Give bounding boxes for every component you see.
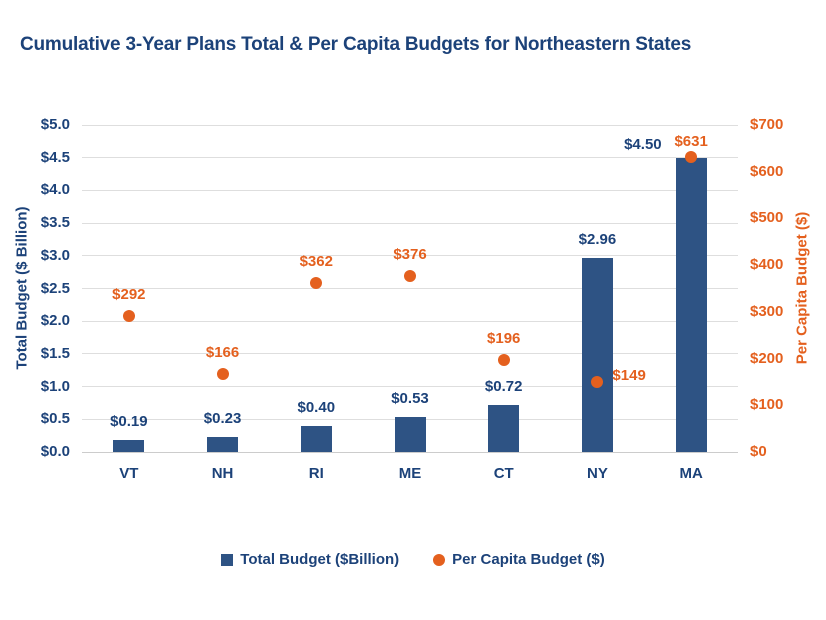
- bar-vt: [113, 439, 145, 452]
- x-axis-label-ma: MA: [679, 465, 703, 482]
- x-axis-baseline: [82, 451, 738, 453]
- right-axis-tick: $700: [750, 116, 784, 133]
- grid-line: [82, 288, 738, 289]
- grid-line: [82, 189, 738, 191]
- data-point-me: [404, 270, 416, 283]
- right-axis-tick: $100: [750, 396, 784, 414]
- chart-legend: Total Budget ($Billion) Per Capita Budge…: [0, 551, 826, 568]
- left-axis-tick: $5.0: [40, 116, 70, 133]
- legend-label: Per Capita Budget ($): [452, 551, 605, 568]
- right-axis-tick: $500: [750, 209, 784, 227]
- legend-label: Total Budget ($Billion): [240, 551, 400, 568]
- legend-item-per-capita: Per Capita Budget ($): [433, 551, 605, 568]
- bar-data-label: $4.50: [624, 135, 662, 153]
- x-axis-label-nh: NH: [211, 465, 234, 482]
- bar-data-label: $0.53: [391, 390, 429, 408]
- grid-line: [82, 320, 738, 322]
- left-axis-tick: $0.5: [40, 410, 70, 428]
- right-axis-tick: $600: [750, 162, 784, 180]
- grid-line: [82, 353, 738, 355]
- bar-data-label: $2.96: [578, 231, 617, 249]
- point-data-label: $196: [487, 330, 521, 348]
- data-point-ct: [497, 354, 510, 367]
- bar-ri: [300, 425, 332, 452]
- grid-line: [82, 255, 738, 257]
- circle-icon: [433, 553, 446, 566]
- point-data-label: $166: [205, 344, 240, 362]
- bar-data-label: $0.72: [484, 377, 523, 395]
- bar-ma: [675, 157, 707, 452]
- point-data-label: $631: [674, 133, 708, 151]
- data-point-nh: [216, 368, 229, 381]
- bar-me: [394, 417, 426, 452]
- grid-line: [82, 157, 738, 159]
- bar-data-label: $0.23: [203, 409, 242, 427]
- data-point-vt: [122, 309, 135, 322]
- left-axis-tick: $3.0: [40, 246, 70, 264]
- bar-ct: [488, 404, 520, 452]
- x-axis-label-ri: RI: [308, 465, 324, 482]
- data-point-ma: [685, 151, 698, 164]
- point-data-label: $362: [299, 252, 333, 270]
- left-axis-tick: $2.5: [40, 279, 70, 297]
- right-axis-tick: $200: [750, 349, 784, 367]
- bar-ny: [581, 258, 613, 452]
- data-point-ri: [310, 276, 323, 289]
- right-axis-title: Per Capita Budget ($): [793, 211, 811, 365]
- point-data-label: $292: [112, 285, 146, 303]
- bar-data-label: $0.19: [110, 412, 148, 430]
- right-axis-tick: $300: [750, 302, 784, 320]
- left-axis-tick: $1.5: [40, 344, 70, 362]
- x-axis-label-vt: VT: [119, 465, 139, 482]
- left-axis-tick: $2.0: [40, 312, 70, 330]
- point-data-label: $376: [393, 246, 427, 264]
- bar-nh: [207, 436, 239, 452]
- legend-item-total-budget: Total Budget ($Billion): [221, 551, 399, 568]
- left-axis-tick: $3.5: [40, 214, 70, 232]
- left-axis-tick: $0.0: [40, 443, 70, 460]
- left-axis-tick: $1.0: [40, 377, 70, 395]
- chart-title: Cumulative 3-Year Plans Total & Per Capi…: [20, 34, 692, 55]
- grid-line: [82, 124, 738, 126]
- right-axis-tick: $400: [750, 256, 784, 274]
- x-axis-label-me: ME: [398, 465, 422, 482]
- left-axis-tick: $4.0: [40, 181, 70, 199]
- x-axis-label-ct: CT: [493, 465, 514, 482]
- square-icon: [221, 553, 234, 566]
- grid-line: [82, 222, 738, 224]
- data-point-ny: [591, 376, 604, 389]
- x-axis-label-ny: NY: [586, 465, 608, 482]
- bar-data-label: $0.40: [297, 398, 336, 416]
- point-data-label: $149: [612, 367, 646, 385]
- grid-line: [82, 386, 738, 388]
- right-axis-tick: $0: [750, 443, 767, 460]
- left-axis-tick: $4.5: [40, 148, 70, 166]
